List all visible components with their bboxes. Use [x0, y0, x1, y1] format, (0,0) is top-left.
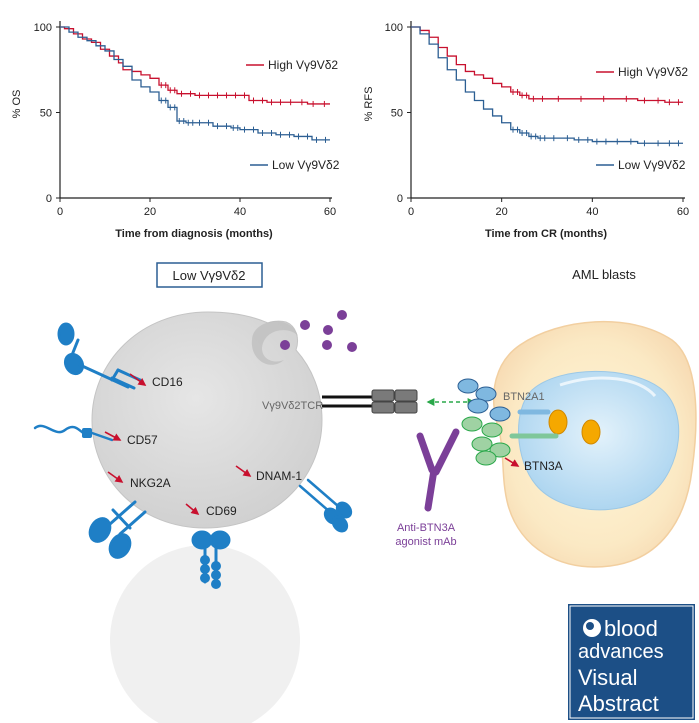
aml-granule: [548, 409, 568, 435]
phosphoantigen-dots: [280, 310, 357, 352]
rfs-series-lines: [411, 26, 683, 147]
btn2a1-domain: [475, 386, 497, 402]
btn2a1-domain: [489, 406, 511, 422]
tcr-label: Vγ9Vδ2TCR: [262, 400, 323, 412]
btn3a-label: BTN3A: [524, 459, 563, 473]
purple-dot: [322, 340, 332, 350]
logo-abstract-text: Abstract: [578, 691, 659, 716]
rfs-axes: 0 20 40 60 0 50 100: [385, 21, 689, 218]
mechanism-diagram: Low Vγ9Vδ2 AML blasts CD16: [33, 262, 697, 723]
y-tick-label: 50: [40, 108, 52, 120]
rfs-legend-low: Low Vγ9Vδ2: [618, 158, 686, 172]
cd16-receptor: [57, 322, 142, 390]
cd57-red-arrow: [104, 431, 122, 441]
btn3a-domain: [475, 450, 497, 466]
btn2a1-domain: [467, 398, 489, 414]
cd57-receptor: [33, 424, 114, 442]
x-tick-label: 0: [408, 206, 414, 218]
x-tick-label: 60: [324, 206, 336, 218]
logo-advances-text: advances: [578, 641, 664, 663]
dnam1-receptor: [298, 478, 353, 533]
purple-dot: [323, 325, 333, 335]
blood-advances-logo: blood advances Visual Abstract: [568, 604, 695, 720]
cell-notch: [251, 321, 298, 365]
y-tick-label: 100: [385, 22, 403, 34]
y-tick-label: 50: [391, 108, 403, 120]
aml-nucleus-highlight: [559, 376, 657, 398]
x-tick-label: 20: [496, 206, 508, 218]
anti-btn3a-label-line1: Anti-BTN3A: [397, 522, 456, 534]
y-tick-label: 0: [46, 193, 52, 205]
y-tick-label: 100: [34, 22, 52, 34]
logo-blood-text: blood: [604, 616, 658, 641]
series-line-low: [411, 26, 683, 144]
btn3a-red-arrow: [504, 457, 520, 467]
tcr-complex: [371, 389, 418, 414]
series-line-high: [60, 26, 330, 105]
rfs-x-axis-label: Time from CR (months): [485, 228, 607, 240]
purple-dot: [347, 342, 357, 352]
y-tick-label: 0: [397, 193, 403, 205]
btn3a-domain: [471, 436, 493, 452]
cd69-label: CD69: [206, 504, 237, 518]
os-series-lines: [60, 26, 330, 143]
anti-btn3a-label-line2: agonist mAb: [395, 536, 456, 548]
btn3a-domain: [489, 442, 511, 458]
aml-nucleus: [518, 370, 680, 511]
nkg2a-receptor: [88, 500, 147, 559]
x-tick-label: 60: [677, 206, 689, 218]
cd16-red-arrow: [129, 373, 147, 386]
target-cell-faint: [110, 545, 300, 723]
purple-dot: [337, 310, 347, 320]
os-axes: 0 20 40 60 0 50 100: [34, 21, 336, 218]
btn2a1-label: BTN2A1: [503, 391, 545, 403]
purple-dot: [300, 320, 310, 330]
aml-blasts-label: AML blasts: [572, 267, 636, 282]
cd69-red-arrow: [185, 503, 200, 516]
series-line-low: [60, 26, 330, 141]
x-tick-label: 40: [586, 206, 598, 218]
btn3a-domain: [481, 422, 503, 438]
os-legend-low: Low Vγ9Vδ2: [272, 158, 340, 172]
cd57-label: CD57: [127, 433, 158, 447]
dnam1-red-arrow: [235, 465, 252, 477]
aml-granule: [581, 419, 601, 445]
purple-dot: [280, 340, 290, 350]
rfs-y-axis-label: % RFS: [363, 87, 375, 122]
nkg2a-red-arrow: [107, 471, 124, 483]
os-chart: % OS Time from diagnosis (months) 0 20 40 6…: [11, 21, 340, 240]
logo-visual-text: Visual: [578, 665, 638, 690]
btn2a1-domain: [457, 378, 479, 394]
rfs-legend-high: High Vγ9Vδ2: [618, 65, 688, 79]
os-y-axis-label: % OS: [11, 90, 23, 119]
rfs-chart: % RFS Time from CR (months) 0 20 40 60 0 50 10…: [363, 21, 689, 240]
x-tick-label: 40: [234, 206, 246, 218]
anti-btn3a-antibody-icon: [416, 428, 460, 512]
btn-complex: [457, 378, 559, 466]
nkg2a-label: NKG2A: [130, 476, 171, 490]
os-legend-high: High Vγ9Vδ2: [268, 58, 338, 72]
os-x-axis-label: Time from diagnosis (months): [115, 228, 273, 240]
low-vg9vd2-title-box: [156, 262, 263, 288]
x-tick-label: 20: [144, 206, 156, 218]
cd16-label: CD16: [152, 375, 183, 389]
dnam1-label: DNAM-1: [256, 469, 302, 483]
x-tick-label: 0: [57, 206, 63, 218]
low-vg9vd2-title: Low Vγ9Vδ2: [173, 268, 246, 283]
btn3a-domain: [461, 416, 483, 432]
series-line-high: [411, 26, 683, 103]
cd69-receptor: [191, 530, 231, 589]
